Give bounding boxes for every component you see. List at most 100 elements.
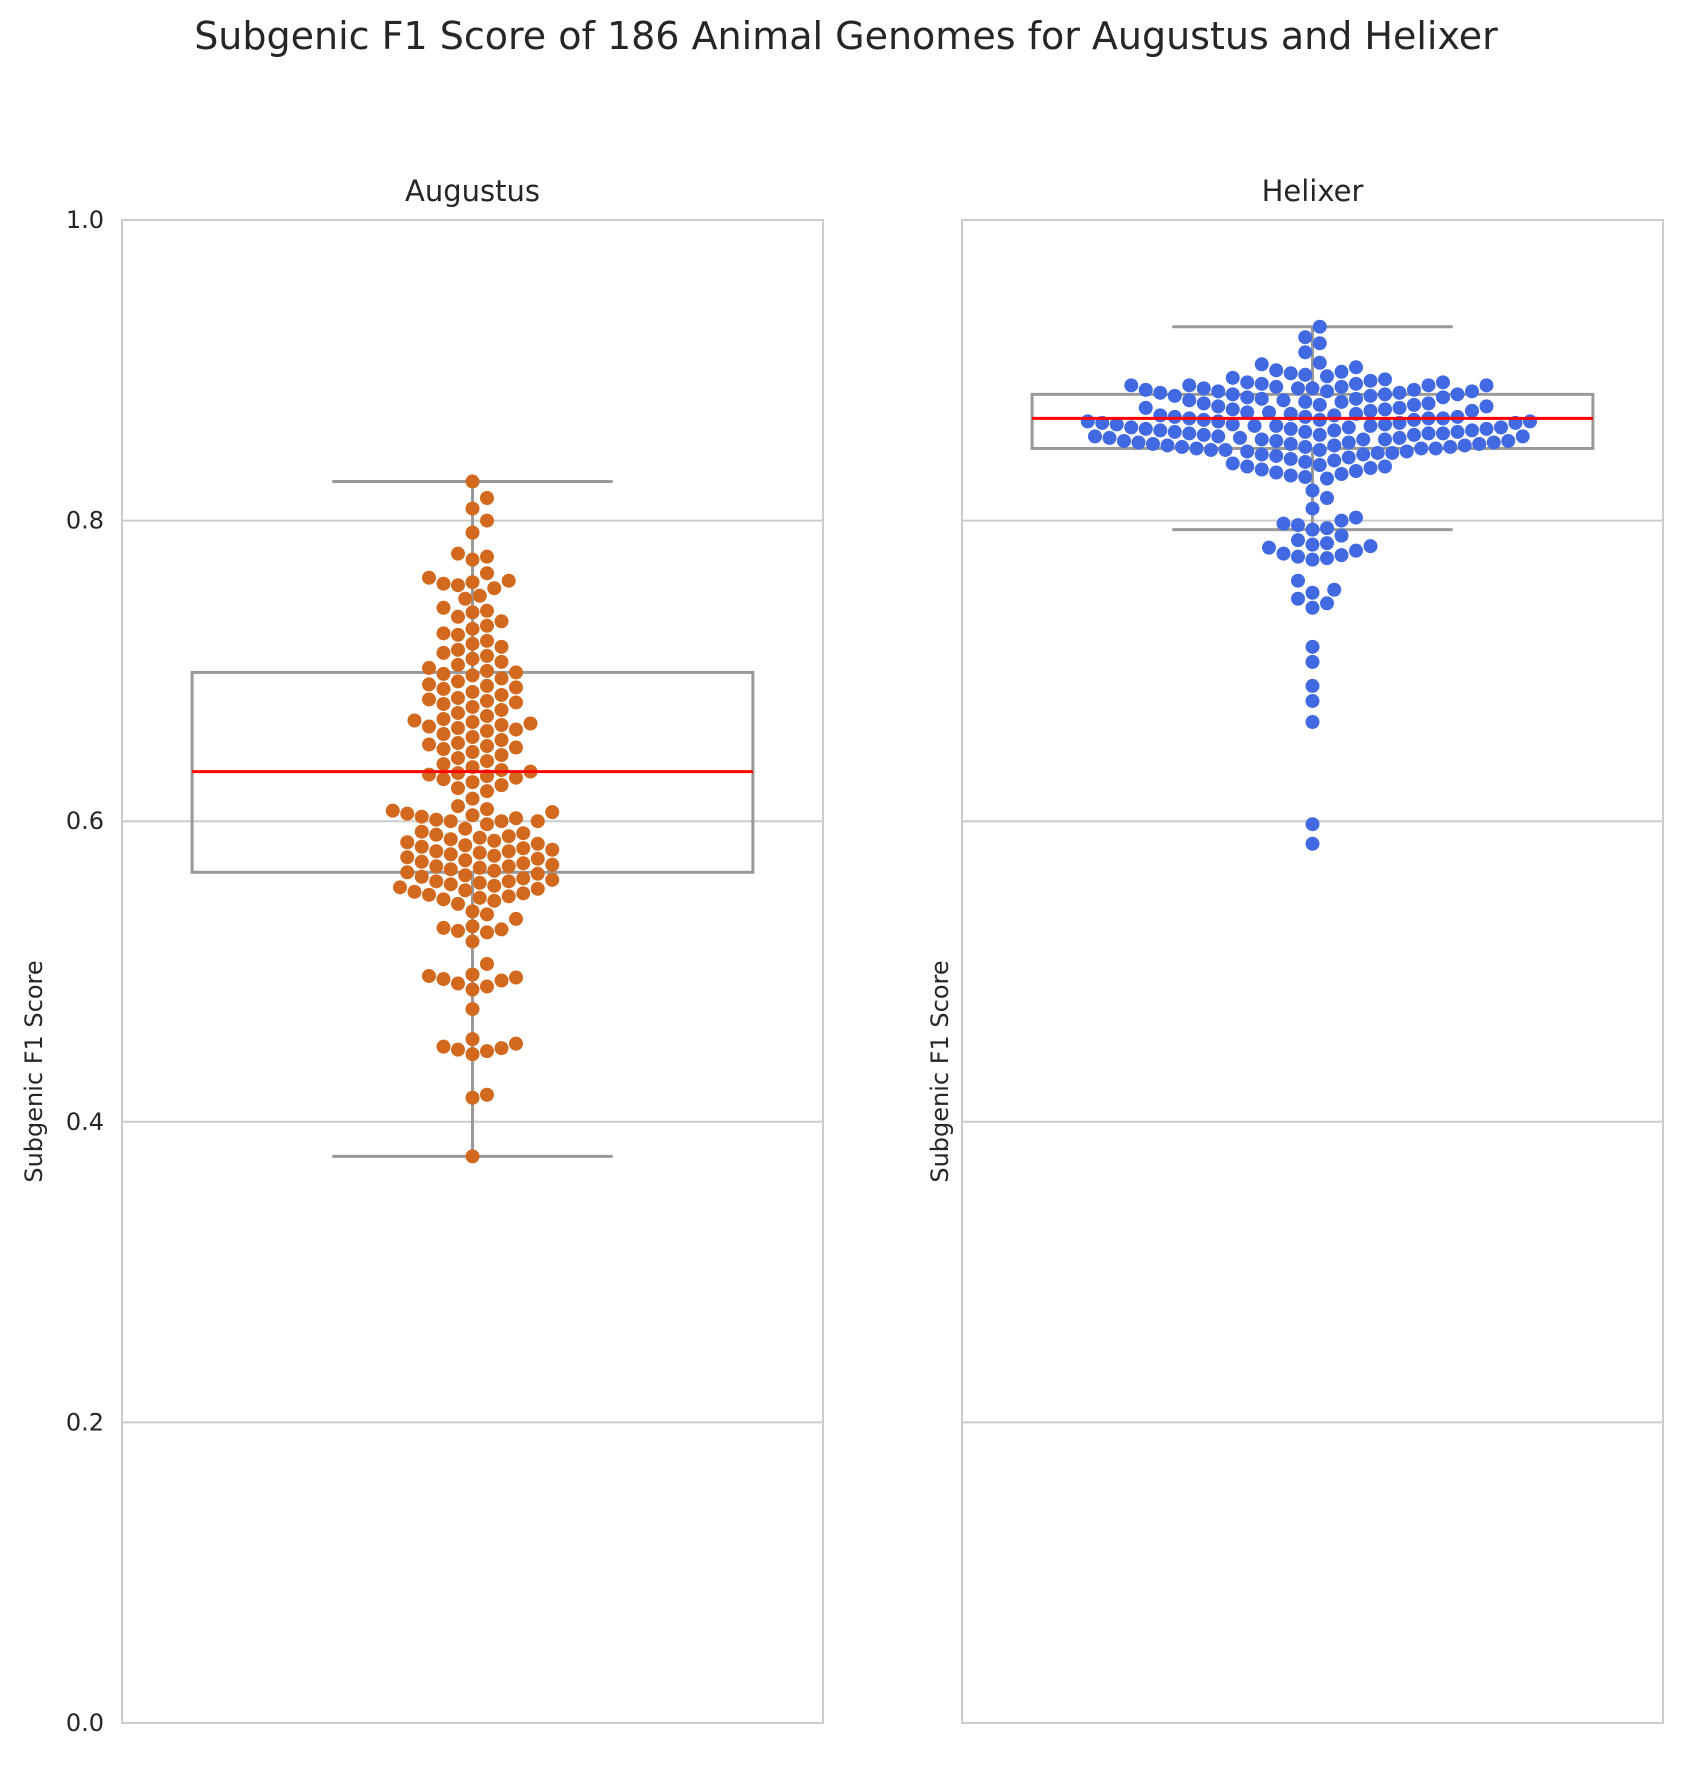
- data-point: [1305, 537, 1320, 552]
- data-point: [1320, 551, 1334, 566]
- data-point: [465, 1090, 480, 1105]
- data-point: [1153, 423, 1168, 438]
- data-point: [465, 808, 480, 823]
- data-point: [1334, 548, 1349, 563]
- data-point: [436, 576, 451, 591]
- data-point: [530, 814, 545, 829]
- data-point: [545, 857, 560, 872]
- data-point: [1138, 421, 1153, 436]
- data-point: [1305, 817, 1320, 832]
- data-point: [1515, 429, 1530, 444]
- data-point: [465, 552, 480, 567]
- data-point: [1486, 435, 1501, 450]
- data-point: [1334, 394, 1349, 409]
- data-point: [436, 727, 451, 742]
- data-point: [501, 844, 516, 859]
- data-point: [494, 1041, 509, 1056]
- data-point: [480, 784, 494, 799]
- data-point: [1254, 376, 1269, 391]
- data-point: [414, 824, 429, 839]
- data-point: [509, 695, 523, 710]
- data-point: [1204, 442, 1218, 457]
- data-point: [480, 1087, 494, 1102]
- data-point: [487, 863, 502, 878]
- data-point: [1312, 412, 1327, 427]
- data-point: [1421, 396, 1436, 411]
- data-point: [451, 736, 465, 751]
- data-point: [1269, 448, 1284, 463]
- data-point: [501, 829, 516, 844]
- data-point: [1109, 417, 1124, 432]
- data-point: [1088, 429, 1102, 444]
- data-point: [1305, 639, 1320, 654]
- data-point: [465, 575, 480, 590]
- data-point: [1312, 457, 1327, 472]
- panel-title-augustus: Augustus: [405, 174, 540, 208]
- data-point: [1327, 438, 1342, 453]
- data-point: [422, 969, 436, 984]
- data-point: [1312, 319, 1327, 334]
- data-point: [1436, 375, 1450, 390]
- data-point: [1341, 450, 1356, 465]
- data-point: [480, 549, 494, 564]
- y-axis-label: Subgenic F1 Score: [926, 960, 954, 1182]
- data-point: [1196, 412, 1211, 427]
- panel-frame: [121, 219, 824, 1724]
- data-point: [1320, 471, 1334, 486]
- data-point: [436, 645, 451, 660]
- data-point: [1298, 470, 1313, 485]
- data-point: [1334, 364, 1349, 379]
- data-point: [480, 491, 494, 506]
- data-point: [1269, 379, 1284, 394]
- data-point: [465, 605, 480, 620]
- data-point: [422, 887, 436, 902]
- data-point: [472, 830, 487, 845]
- data-point: [1450, 409, 1465, 424]
- data-point: [1298, 394, 1313, 409]
- data-point: [1443, 439, 1458, 454]
- data-point: [1211, 414, 1226, 429]
- data-point: [1254, 357, 1269, 372]
- data-point: [1167, 388, 1182, 403]
- data-point: [1392, 430, 1407, 445]
- data-point: [1283, 436, 1298, 451]
- data-point: [1312, 397, 1327, 412]
- data-point: [451, 642, 465, 657]
- data-point: [1407, 427, 1421, 442]
- data-point: [1312, 427, 1327, 442]
- data-point: [436, 892, 451, 907]
- data-point: [1385, 445, 1400, 460]
- data-point: [494, 733, 509, 748]
- data-point: [472, 588, 487, 603]
- data-point: [1102, 430, 1117, 445]
- data-point: [429, 827, 444, 842]
- data-point: [480, 724, 494, 739]
- data-point: [443, 847, 458, 862]
- data-point: [494, 614, 509, 629]
- data-point: [480, 1044, 494, 1059]
- data-point: [494, 973, 509, 988]
- data-point: [1465, 403, 1479, 418]
- data-point: [436, 711, 451, 726]
- data-point: [1254, 447, 1269, 462]
- data-point: [1349, 510, 1363, 525]
- data-point: [429, 844, 444, 859]
- data-point: [1167, 424, 1182, 439]
- data-point: [1298, 345, 1313, 360]
- data-point: [1312, 442, 1327, 457]
- data-point: [1305, 381, 1320, 396]
- data-point: [465, 730, 480, 745]
- data-point: [1124, 420, 1139, 435]
- data-point: [451, 751, 465, 766]
- data-point: [465, 621, 480, 636]
- data-point: [451, 674, 465, 689]
- data-point: [1291, 381, 1305, 396]
- data-point: [1327, 582, 1342, 597]
- data-point: [451, 627, 465, 642]
- data-point: [1349, 464, 1363, 479]
- data-point: [1146, 436, 1160, 451]
- data-point: [1211, 429, 1226, 444]
- data-point: [1240, 390, 1255, 405]
- data-point: [1378, 402, 1392, 417]
- data-point: [1269, 363, 1284, 378]
